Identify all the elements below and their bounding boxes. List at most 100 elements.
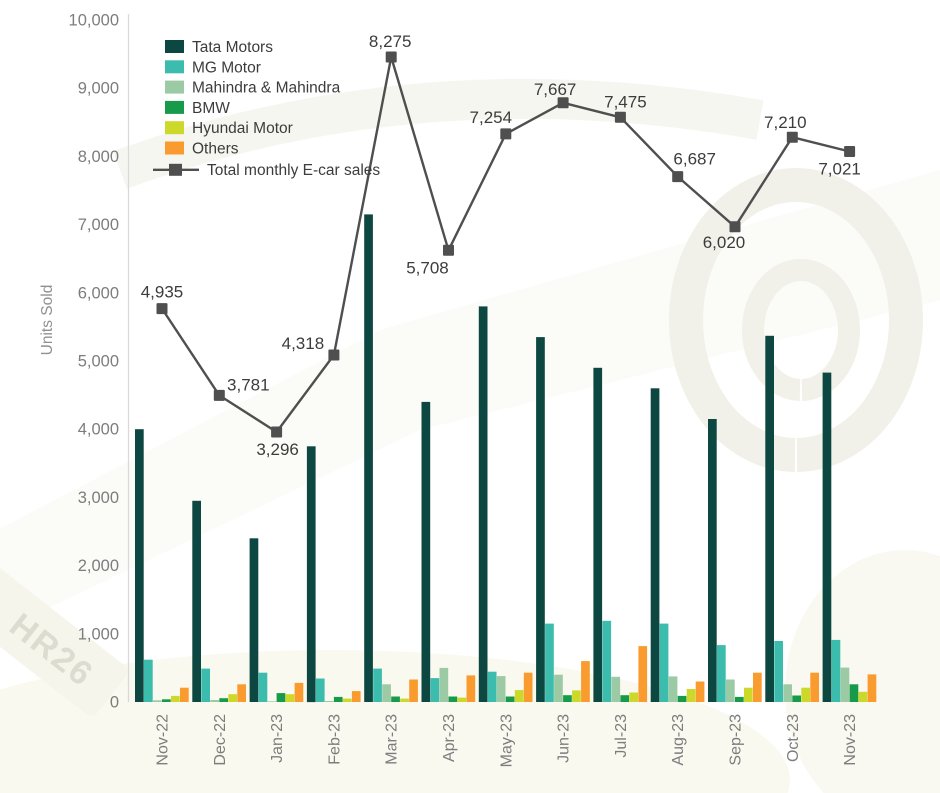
legend-item-total-monthly-e-car-sales: Total monthly E-car sales: [153, 162, 380, 179]
bar-mahindra-mahindra-sep-23: [726, 679, 735, 702]
bar-hyundai-motor-apr-23: [457, 697, 467, 702]
bar-tata-motors-mar-23: [364, 214, 373, 702]
bar-mahindra-mahindra-nov-23: [840, 667, 850, 702]
bar-mahindra-mahindra-apr-23: [439, 667, 449, 702]
bar-others-nov-23: [867, 674, 877, 702]
bar-hyundai-motor-jan-23: [285, 694, 295, 702]
series-others: [180, 646, 877, 702]
line-value-label-jan-23: 3,296: [256, 440, 299, 459]
series-bmw: [162, 684, 859, 702]
y-axis-tick-label-4-000: 4,000: [78, 421, 119, 439]
bar-bmw-sep-23: [735, 696, 744, 702]
total-line-group: [156, 51, 856, 438]
bar-mahindra-mahindra-oct-23: [783, 684, 792, 702]
bar-tata-motors-nov-23: [822, 372, 832, 702]
bar-mg-motor-jul-23: [602, 620, 612, 702]
line-marker-oct-23: [786, 131, 798, 143]
legend-label-tata-motors: Tata Motors: [192, 39, 273, 56]
legend-swatch-bmw: [165, 100, 184, 114]
x-axis-label-feb-23: Feb-23: [326, 714, 343, 765]
bar-mg-motor-nov-23: [831, 639, 841, 702]
x-axis-label-may-23: May-23: [498, 714, 515, 767]
y-axis-title: Units Sold: [39, 285, 56, 356]
x-axis-labels-group: Nov-22 Dec-22 Jan-23 Feb-23 Mar-23 Apr-23 May-…: [155, 714, 860, 767]
bar-hyundai-motor-nov-23: [858, 691, 868, 702]
x-axis-label-aug-23: Aug-23: [670, 714, 687, 766]
bar-tata-motors-apr-23: [421, 401, 431, 702]
legend-item-tata-motors: Tata Motors: [165, 39, 273, 56]
legend-item-mahindra-mahindra: Mahindra & Mahindra: [165, 80, 341, 97]
x-axis-label-dec-22: Dec-22: [212, 714, 229, 766]
bar-mahindra-mahindra-nov-22: [153, 700, 162, 702]
bar-others-feb-23: [351, 691, 361, 702]
bar-mg-motor-jan-23: [258, 672, 268, 702]
bar-mg-motor-nov-22: [144, 659, 153, 702]
y-axis-tick-label-9-000: 9,000: [78, 80, 119, 98]
bar-tata-motors-may-23: [478, 306, 488, 702]
legend-item-others: Others: [165, 141, 239, 158]
legend-line-marker-sample: [169, 163, 182, 176]
bar-tata-motors-jul-23: [593, 367, 603, 702]
bar-others-sep-23: [753, 672, 762, 702]
bar-mg-motor-mar-23: [373, 668, 382, 702]
line-value-label-nov-22: 4,935: [141, 283, 184, 302]
legend-label-total-monthly-e-car-sales: Total monthly E-car sales: [207, 162, 380, 179]
bar-mg-motor-apr-23: [430, 678, 440, 702]
bar-others-jun-23: [581, 661, 590, 702]
legend: Tata Motors MG Motor Mahindra & Mahindra BM…: [153, 39, 380, 179]
bar-tata-motors-jun-23: [536, 337, 545, 702]
bar-mahindra-mahindra-mar-23: [382, 684, 391, 702]
bar-bmw-jan-23: [276, 693, 286, 702]
bar-others-dec-22: [237, 684, 246, 702]
y-axis-tick-label-5-000: 5,000: [78, 353, 119, 371]
bar-mahindra-mahindra-jul-23: [611, 676, 621, 702]
bar-hyundai-motor-nov-22: [171, 695, 180, 702]
legend-swatch-mahindra-mahindra: [165, 80, 184, 94]
bar-others-apr-23: [466, 675, 476, 702]
bar-mahindra-mahindra-jan-23: [267, 701, 277, 702]
line-value-label-jul-23: 7,475: [604, 92, 647, 111]
y-tick-labels-group: 0 1,000 2,000 3,000 4,000 5,000 6,000 7,000 8,00…: [69, 12, 119, 712]
axes-group: Units Sold: [39, 14, 130, 702]
legend-label-mg-motor: MG Motor: [192, 59, 261, 76]
y-axis-tick-label-0: 0: [110, 694, 119, 712]
line-value-label-aug-23: 6,687: [673, 150, 716, 169]
y-axis-tick-label-1-000: 1,000: [78, 625, 119, 643]
line-marker-apr-23: [443, 244, 454, 256]
bar-mg-motor-sep-23: [717, 645, 726, 702]
bar-mahindra-mahindra-jun-23: [554, 674, 563, 702]
line-marker-aug-23: [672, 171, 684, 183]
y-axis-tick-label-6-000: 6,000: [78, 284, 119, 302]
bar-mg-motor-may-23: [487, 671, 497, 702]
bar-tata-motors-feb-23: [306, 446, 316, 703]
line-marker-jul-23: [614, 111, 626, 123]
bar-mg-motor-jun-23: [545, 623, 554, 702]
bar-bmw-aug-23: [677, 695, 687, 702]
line-marker-mar-23: [385, 51, 397, 63]
line-marker-jan-23: [271, 426, 283, 438]
legend-item-mg-motor: MG Motor: [165, 59, 261, 76]
x-axis-label-jun-23: Jun-23: [556, 714, 573, 763]
line-value-label-sep-23: 6,020: [703, 233, 746, 252]
bar-bmw-mar-23: [391, 696, 400, 702]
x-axis-label-mar-23: Mar-23: [384, 714, 401, 765]
bar-hyundai-motor-sep-23: [744, 687, 753, 702]
legend-swatch-tata-motors: [165, 40, 184, 53]
legend-label-hyundai-motor: Hyundai Motor: [192, 120, 293, 137]
bar-tata-motors-nov-22: [135, 429, 144, 702]
bar-hyundai-motor-feb-23: [342, 698, 352, 702]
line-value-label-dec-22: 3,781: [227, 375, 270, 394]
bar-hyundai-motor-oct-23: [801, 687, 810, 702]
y-axis-tick-label-3-000: 3,000: [78, 489, 119, 507]
legend-item-bmw: BMW: [165, 100, 230, 117]
bar-mg-motor-feb-23: [315, 678, 325, 702]
bar-mahindra-mahindra-dec-22: [210, 700, 219, 702]
line-marker-may-23: [500, 128, 512, 140]
bar-others-aug-23: [695, 681, 705, 702]
line-value-label-jun-23: 7,667: [534, 80, 577, 99]
x-axis-label-nov-23: Nov-23: [842, 714, 859, 766]
x-axis-label-sep-23: Sep-23: [728, 714, 745, 766]
line-value-label-feb-23: 4,318: [282, 334, 325, 353]
legend-item-hyundai-motor: Hyundai Motor: [165, 120, 293, 137]
bar-hyundai-motor-jun-23: [572, 690, 581, 702]
